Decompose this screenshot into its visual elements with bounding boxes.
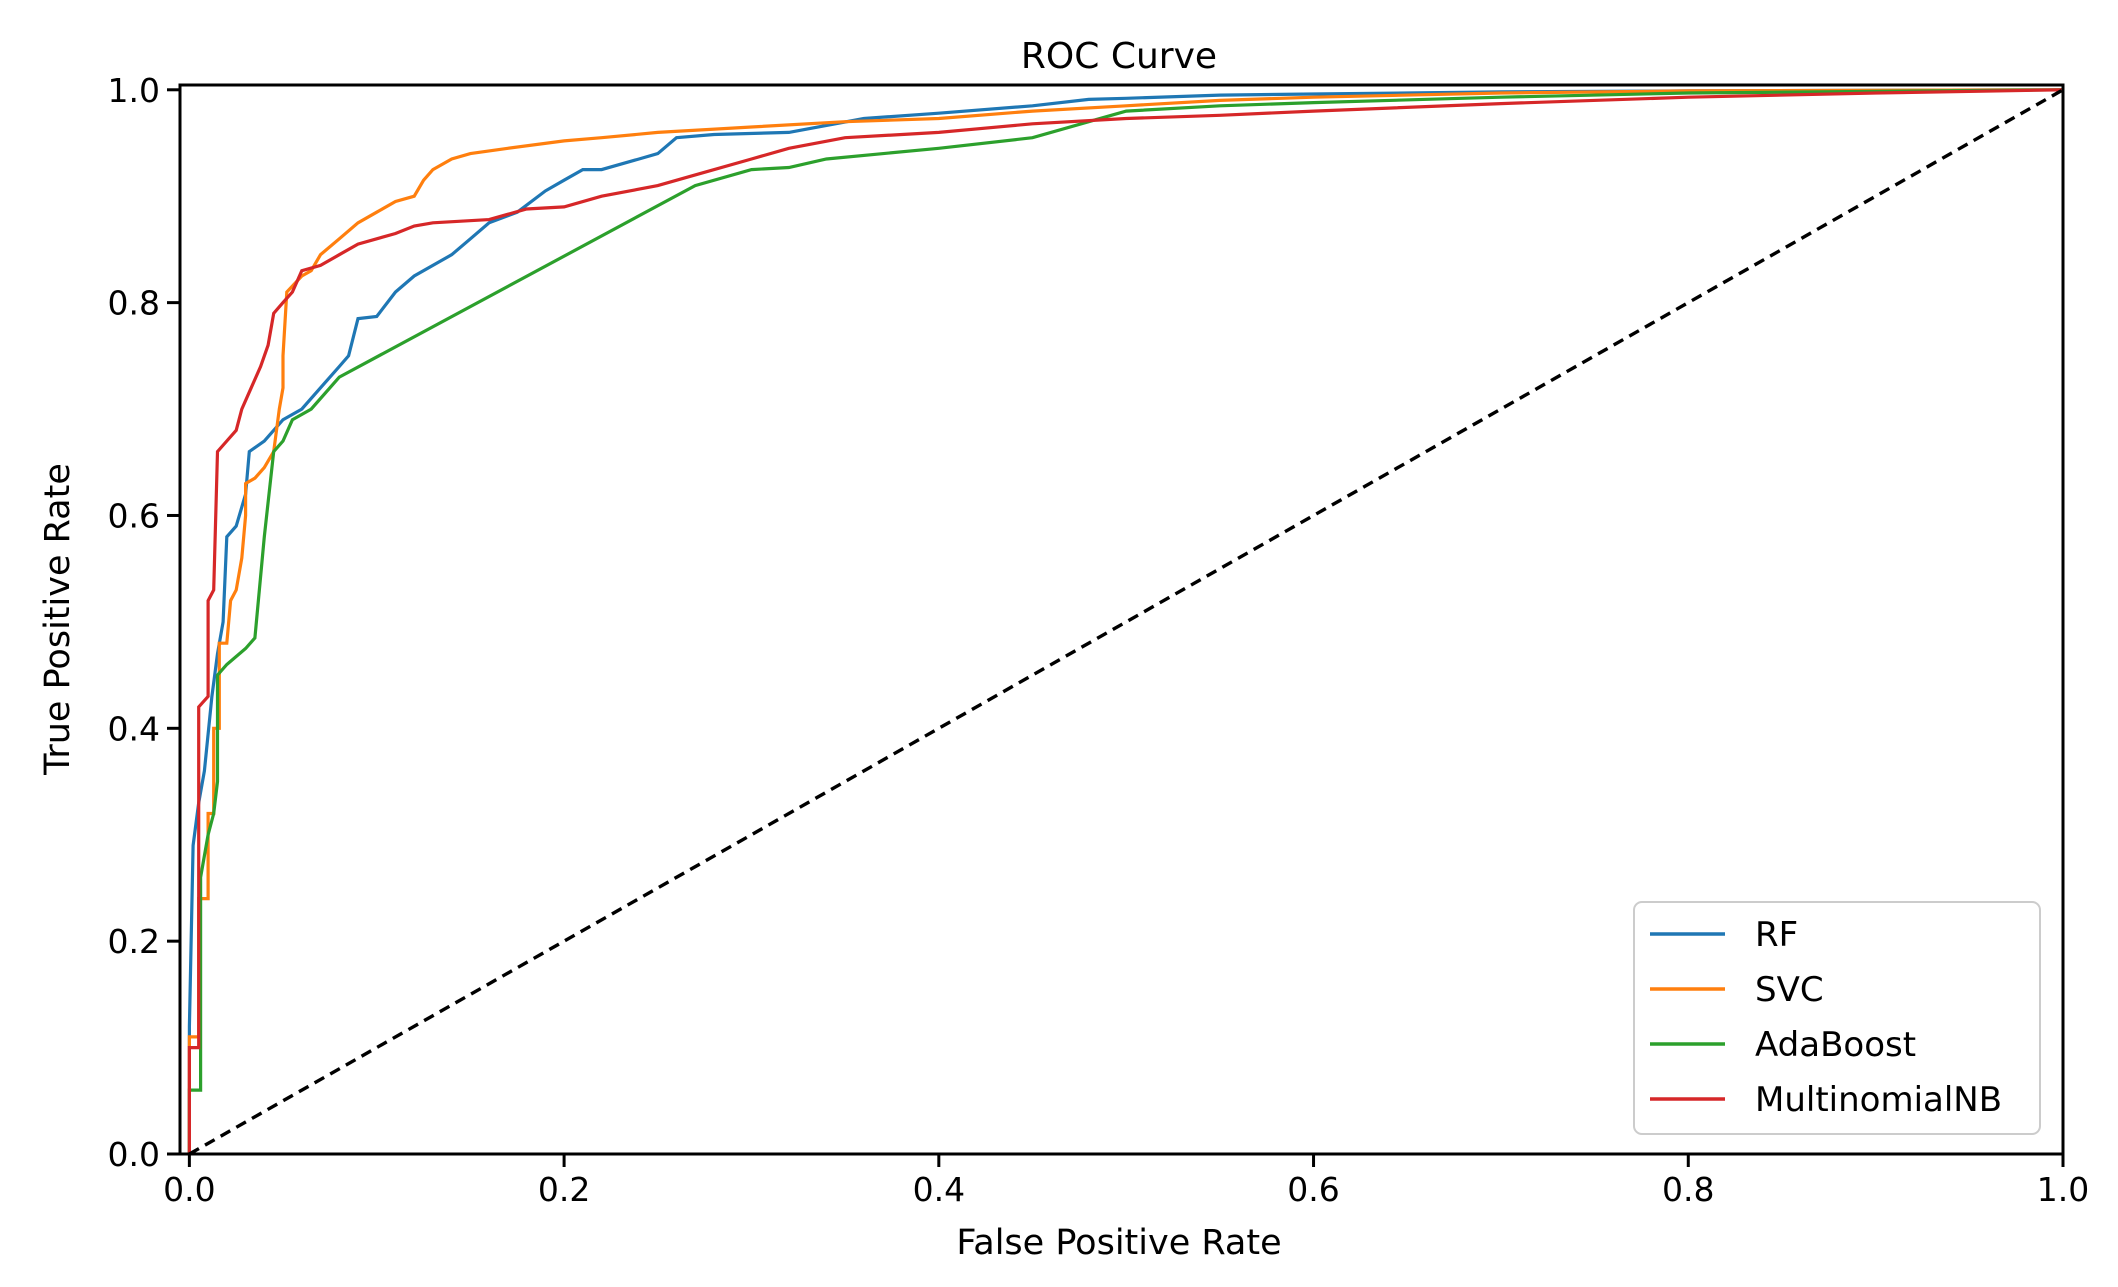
- y-tick-label: 0.0: [108, 1135, 160, 1174]
- y-tick-label: 0.6: [108, 496, 160, 535]
- legend-label-svc: SVC: [1755, 970, 1824, 1010]
- series-line-multinomialnb: [187, 88, 2063, 1154]
- legend-label-rf: RF: [1755, 915, 1798, 955]
- x-tick-label: 0.6: [1287, 1170, 1339, 1209]
- x-tick-label: 0.2: [538, 1170, 590, 1209]
- y-axis-ticks: 0.0 0.2 0.4 0.6 0.8 1.0: [108, 71, 180, 1174]
- legend-label-adaboost: AdaBoost: [1755, 1025, 1916, 1065]
- legend-label-multinomialnb: MultinomialNB: [1755, 1080, 2002, 1120]
- x-tick-label: 0.0: [163, 1170, 215, 1209]
- legend: RF SVC AdaBoost MultinomialNB: [1633, 901, 2041, 1135]
- series-line-rf: [187, 88, 2063, 1154]
- legend-entries: RF SVC AdaBoost MultinomialNB: [1650, 915, 2002, 1120]
- x-axis-ticks: 0.0 0.2 0.4 0.6 0.8 1.0: [163, 1154, 2089, 1209]
- x-tick-label: 0.4: [913, 1170, 965, 1209]
- axes-frame: [178, 83, 2065, 1156]
- x-tick-label: 1.0: [2037, 1170, 2089, 1209]
- series-line-svc: [187, 88, 2063, 1154]
- y-tick-label: 0.2: [108, 922, 160, 961]
- x-tick-label: 0.8: [1662, 1170, 1714, 1209]
- y-tick-label: 1.0: [108, 71, 160, 110]
- plot-content: [187, 88, 2063, 1154]
- series-line-adaboost: [187, 88, 2063, 1154]
- y-axis-label: True Positive Rate: [38, 463, 78, 776]
- chart-title: ROC Curve: [1021, 36, 1217, 77]
- x-axis-label: False Positive Rate: [956, 1223, 1281, 1263]
- y-tick-label: 0.8: [108, 284, 160, 323]
- legend-box: [1633, 901, 2041, 1135]
- y-tick-label: 0.4: [108, 709, 160, 748]
